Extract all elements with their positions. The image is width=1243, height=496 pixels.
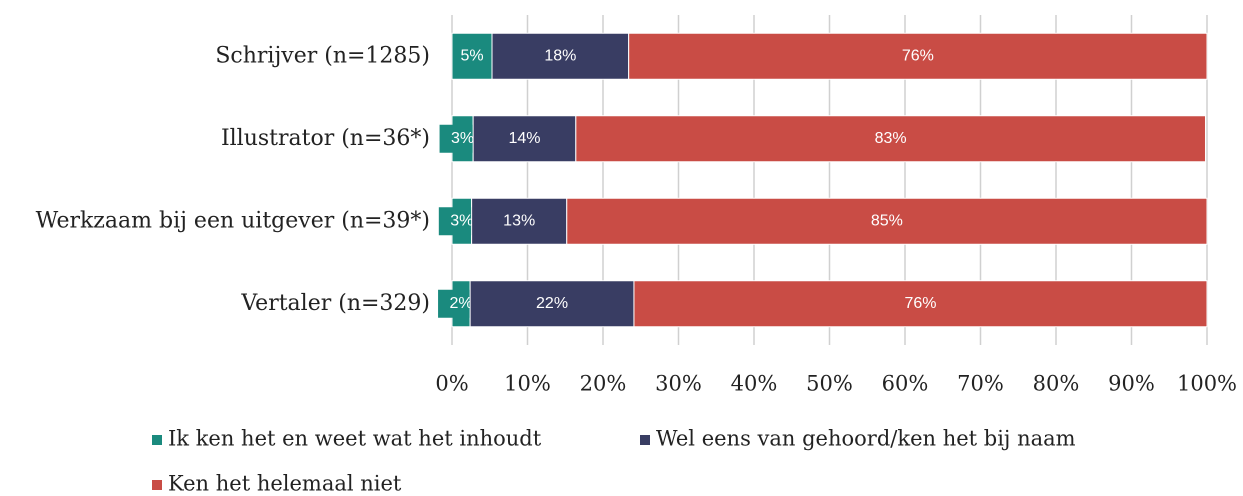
- bar-segment: [451, 32, 493, 80]
- data-label: 3%: [450, 212, 473, 229]
- data-label: 5%: [460, 47, 483, 64]
- y-tick-label: Vertaler (n=329): [240, 291, 430, 316]
- bar-segment: [491, 32, 630, 80]
- legend-marker: [152, 435, 162, 445]
- data-label: 76%: [902, 47, 934, 64]
- bar-segment: [471, 197, 568, 245]
- legend-label: Ik ken het en weet wat het inhoudt: [168, 427, 542, 451]
- x-tick-label: 0%: [435, 372, 468, 396]
- data-label: 14%: [508, 130, 540, 147]
- data-label: 85%: [871, 212, 903, 229]
- data-label: 22%: [536, 295, 568, 312]
- y-tick-label: Schrijver (n=1285): [215, 43, 430, 68]
- data-label: 83%: [875, 130, 907, 147]
- x-tick-label: 10%: [504, 372, 551, 396]
- bar-segment: [628, 32, 1208, 80]
- x-tick-label: 50%: [806, 372, 853, 396]
- data-label: 13%: [503, 212, 535, 229]
- data-label: 2%: [449, 295, 472, 312]
- legend-label: Wel eens van gehoord/ken het bij naam: [656, 427, 1076, 451]
- y-tick-label: Illustrator (n=36*): [221, 126, 430, 151]
- legend-marker: [640, 435, 650, 445]
- legend-label: Ken het helemaal niet: [168, 472, 402, 496]
- x-tick-label: 40%: [731, 372, 778, 396]
- x-tick-label: 20%: [580, 372, 627, 396]
- bar-segment: [633, 280, 1208, 328]
- x-tick-label: 80%: [1033, 372, 1080, 396]
- data-label: 76%: [904, 295, 936, 312]
- x-tick-label: 70%: [957, 372, 1004, 396]
- x-tick-label: 90%: [1108, 372, 1155, 396]
- bar-segment: [575, 115, 1206, 163]
- bar-segment: [469, 280, 635, 328]
- legend-marker: [152, 480, 162, 490]
- x-tick-label: 100%: [1177, 372, 1237, 396]
- x-tick-label: 30%: [655, 372, 702, 396]
- data-label: 18%: [544, 47, 576, 64]
- y-tick-label: Werkzaam bij een uitgever (n=39*): [36, 208, 430, 233]
- data-label: 3%: [451, 130, 474, 147]
- bar-segment: [566, 197, 1208, 245]
- x-tick-label: 60%: [882, 372, 929, 396]
